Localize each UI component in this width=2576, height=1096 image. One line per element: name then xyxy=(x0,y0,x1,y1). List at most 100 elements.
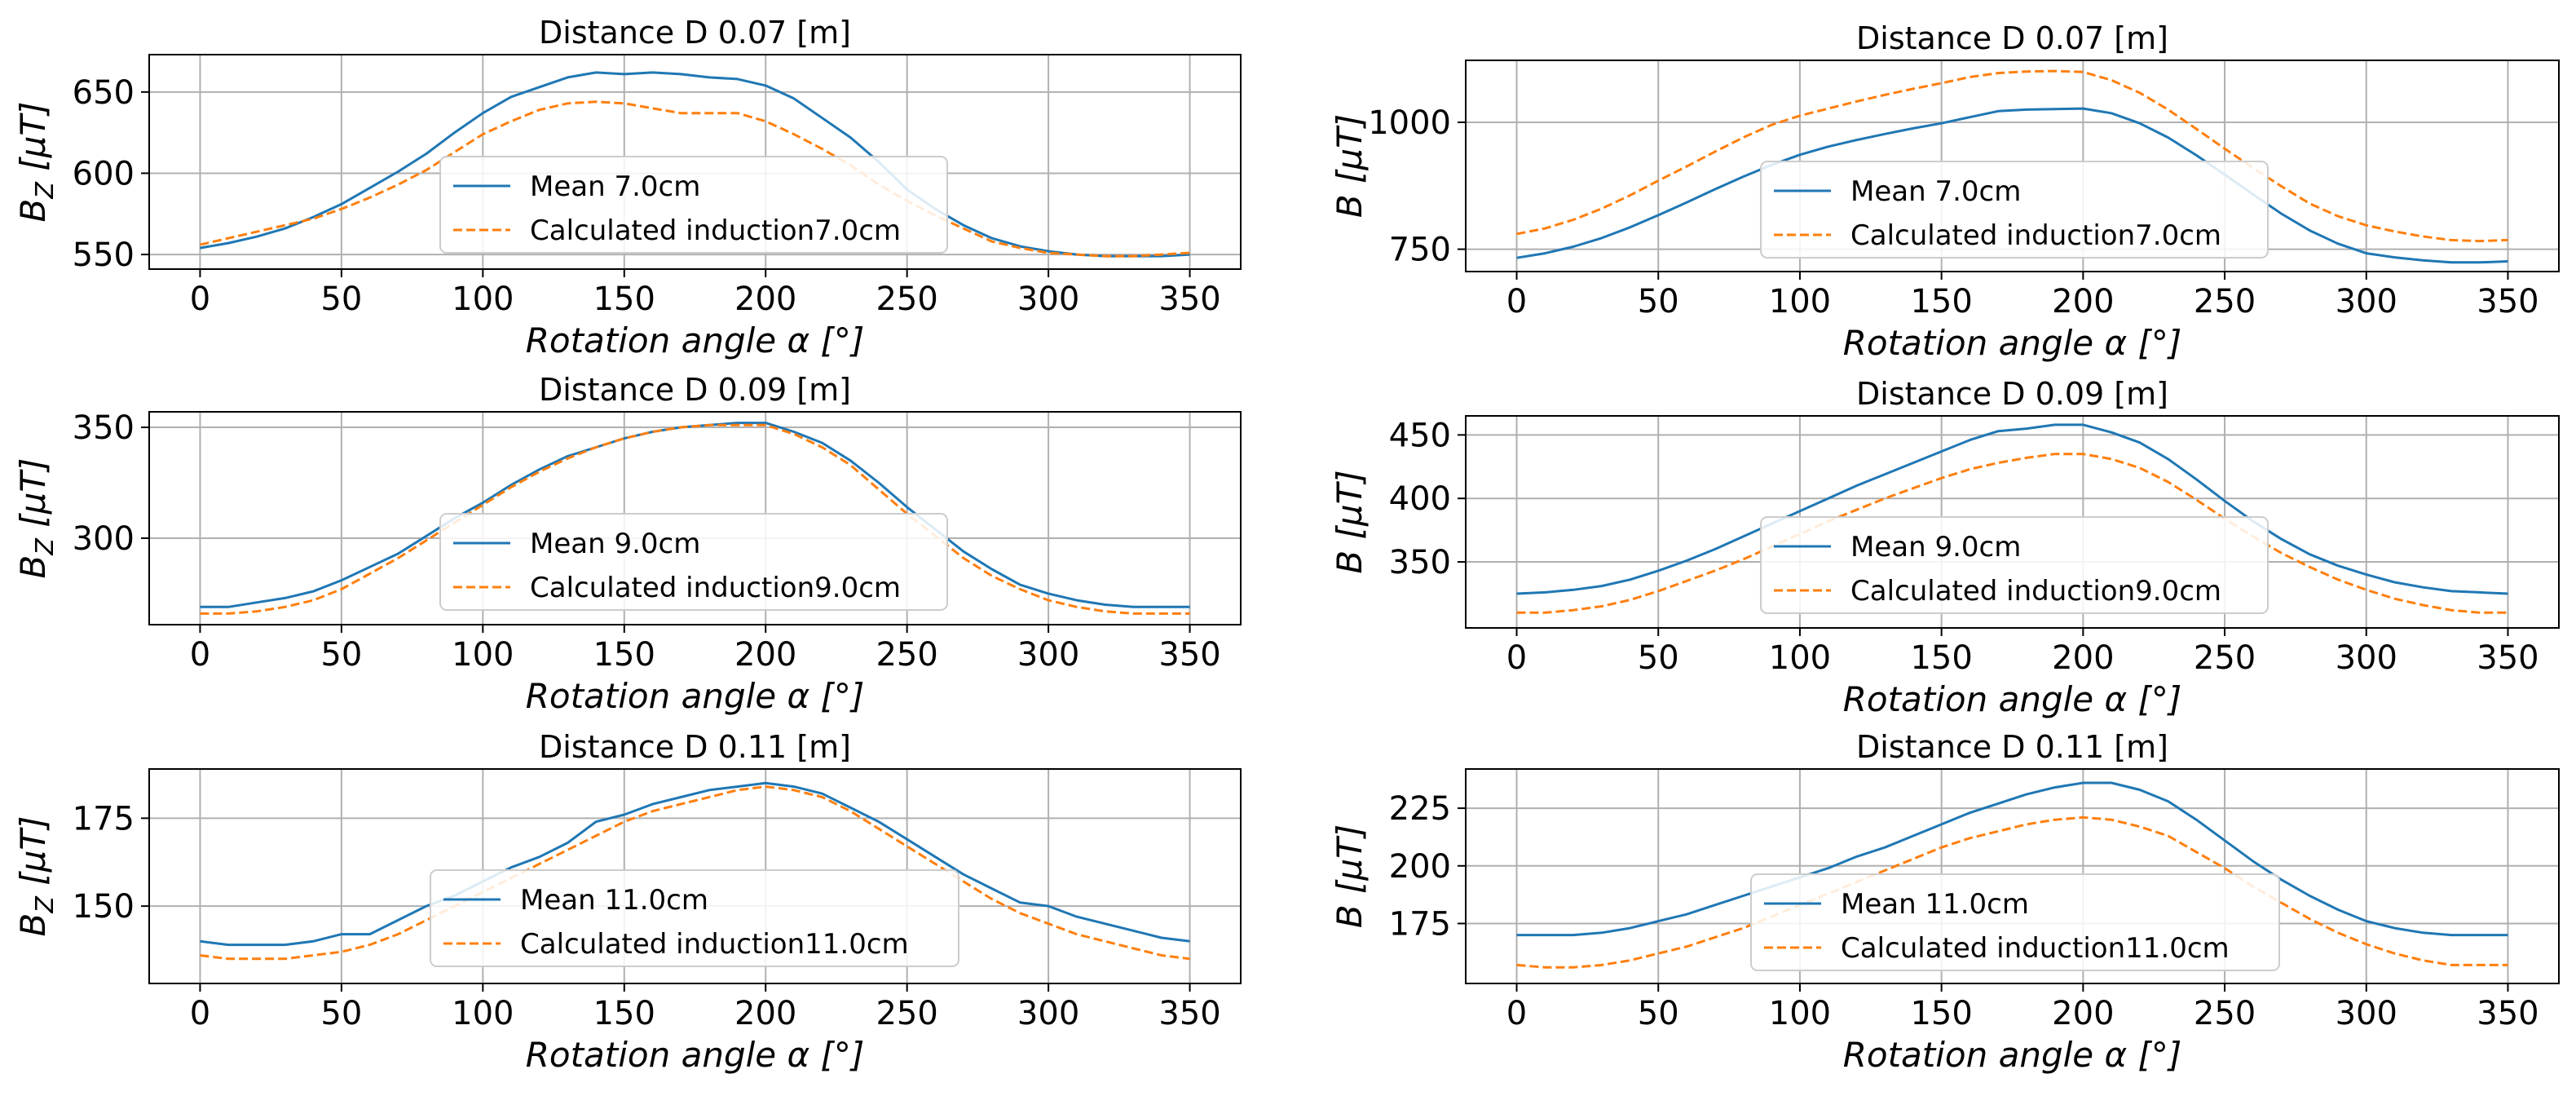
y-tick-label: 650 xyxy=(73,74,135,112)
x-tick-label: 50 xyxy=(320,636,362,674)
y-label-symbol: B xyxy=(13,199,53,223)
x-tick-label: 250 xyxy=(2194,639,2256,677)
x-axis-label: Rotation angle α [°] xyxy=(526,320,865,360)
x-tick-label: 100 xyxy=(1769,639,1831,677)
y-label-unit: [μT] xyxy=(13,458,53,539)
legend: Mean 11.0cm Calculated induction11.0cm xyxy=(1750,873,2280,971)
legend: Mean 9.0cm Calculated induction9.0cm xyxy=(439,513,948,611)
legend: Mean 7.0cm Calculated induction7.0cm xyxy=(439,156,948,254)
y-tick-label: 225 xyxy=(1389,790,1451,828)
y-tick-label: 300 xyxy=(73,520,135,558)
x-tick-label: 350 xyxy=(1158,636,1220,674)
x-tick-label: 250 xyxy=(876,995,937,1032)
x-tick-label: 150 xyxy=(1910,639,1972,677)
y-label-symbol: B xyxy=(1330,904,1370,928)
y-tick-label: 550 xyxy=(73,236,135,274)
y-tick-label: 1000 xyxy=(1368,104,1451,142)
y-tick-label: 350 xyxy=(73,409,135,447)
y-axis-label: BZ [μT] xyxy=(13,102,60,223)
chart-title: Distance D 0.07 [m] xyxy=(1856,20,2168,56)
x-tick-label: 300 xyxy=(1017,995,1079,1032)
x-tick-label: 300 xyxy=(1017,636,1079,674)
chart-panel: 0 50 100 150 200 250 300 350 175 200 225 Distance D… xyxy=(1330,729,2560,1075)
x-tick-label: 50 xyxy=(320,995,362,1032)
x-tick-label: 350 xyxy=(1158,281,1220,318)
x-tick-label: 200 xyxy=(734,995,796,1032)
x-tick-label: 100 xyxy=(452,281,514,318)
x-axis-label: Rotation angle α [°] xyxy=(526,1035,865,1075)
x-tick-label: 300 xyxy=(2336,995,2397,1032)
legend: Mean 9.0cm Calculated induction9.0cm xyxy=(1760,516,2269,614)
legend-label: Mean 7.0cm xyxy=(530,170,700,203)
legend: Mean 11.0cm Calculated induction11.0cm xyxy=(430,869,959,967)
series-calculated-line xyxy=(1516,453,2508,614)
legend-box xyxy=(1760,161,2269,259)
x-tick-label: 200 xyxy=(734,636,796,674)
chart-title: Distance D 0.09 [m] xyxy=(539,372,851,408)
legend-label: Calculated induction9.0cm xyxy=(1850,575,2221,608)
legend-label: Mean 7.0cm xyxy=(1850,175,2021,208)
series-mean-line xyxy=(200,781,1190,947)
y-label-unit: [μT] xyxy=(1330,470,1370,550)
x-tick-label: 200 xyxy=(2052,639,2114,677)
series-mean-line xyxy=(1516,781,2508,937)
plot-frame xyxy=(148,411,1242,625)
x-tick-label: 150 xyxy=(1910,995,1972,1032)
y-label-unit: [μT] xyxy=(1330,114,1370,195)
y-label-symbol: B xyxy=(1330,550,1370,574)
x-tick-label: 200 xyxy=(2052,995,2114,1032)
y-tick-label: 175 xyxy=(73,800,135,837)
legend-label: Calculated induction11.0cm xyxy=(520,928,909,961)
legend-label: Calculated induction11.0cm xyxy=(1841,932,2230,965)
y-tick-label: 150 xyxy=(73,888,135,926)
series-calculated-line xyxy=(1516,69,2508,243)
x-tick-label: 350 xyxy=(2477,995,2539,1032)
plot-frame xyxy=(148,54,1242,270)
x-tick-label: 100 xyxy=(1769,283,1831,320)
x-axis-label: Rotation angle α [°] xyxy=(1843,1035,2182,1075)
legend-box xyxy=(439,156,948,254)
x-axis-label: Rotation angle α [°] xyxy=(526,676,865,716)
x-tick-label: 100 xyxy=(452,995,514,1032)
chart-title: Distance D 0.11 [m] xyxy=(1856,729,2168,765)
chart-title: Distance D 0.09 [m] xyxy=(1856,376,2168,412)
x-tick-label: 100 xyxy=(1769,995,1831,1032)
y-label-unit: [μT] xyxy=(13,102,53,183)
series-calculated-line xyxy=(200,785,1190,961)
plot-frame xyxy=(1465,60,2560,272)
series-calculated-line xyxy=(1516,815,2508,969)
series-calculated-line xyxy=(200,423,1190,615)
series-mean-line xyxy=(1516,107,2508,264)
y-label-unit: [μT] xyxy=(13,816,53,897)
x-tick-label: 0 xyxy=(1506,639,1527,677)
legend-label: Mean 9.0cm xyxy=(530,528,700,560)
legend-box xyxy=(1750,873,2280,971)
y-tick-label: 200 xyxy=(1389,848,1451,886)
x-tick-label: 300 xyxy=(1017,281,1079,318)
x-tick-label: 150 xyxy=(593,995,655,1032)
x-tick-label: 50 xyxy=(320,281,362,318)
y-label-symbol: B xyxy=(1330,194,1370,218)
x-tick-label: 0 xyxy=(1506,995,1527,1032)
chart-panel: 0 50 100 150 200 250 300 350 550 600 650 Distance D… xyxy=(13,15,1242,360)
chart-title: Distance D 0.07 [m] xyxy=(539,15,851,51)
legend-label: Mean 11.0cm xyxy=(1841,888,2029,921)
legend: Mean 7.0cm Calculated induction7.0cm xyxy=(1760,161,2269,259)
y-tick-label: 400 xyxy=(1389,480,1451,518)
chart-panel: 0 50 100 150 200 250 300 350 150 175 Distance D 0.… xyxy=(13,729,1242,1075)
y-label-symbol: B xyxy=(13,913,53,937)
x-tick-label: 50 xyxy=(1638,639,1679,677)
x-tick-label: 250 xyxy=(2194,995,2256,1032)
x-tick-label: 250 xyxy=(2194,283,2256,320)
chart-panel: 0 50 100 150 200 250 300 350 350 400 450 Distance D… xyxy=(1330,376,2560,719)
legend-label: Mean 11.0cm xyxy=(520,884,708,917)
x-tick-label: 200 xyxy=(734,281,796,318)
x-tick-label: 350 xyxy=(1158,995,1220,1032)
legend-box xyxy=(1760,516,2269,614)
x-tick-label: 150 xyxy=(593,281,655,318)
legend-label: Calculated induction7.0cm xyxy=(1850,219,2221,252)
x-tick-label: 300 xyxy=(2336,283,2397,320)
y-tick-label: 450 xyxy=(1389,417,1451,454)
x-tick-label: 300 xyxy=(2336,639,2397,677)
